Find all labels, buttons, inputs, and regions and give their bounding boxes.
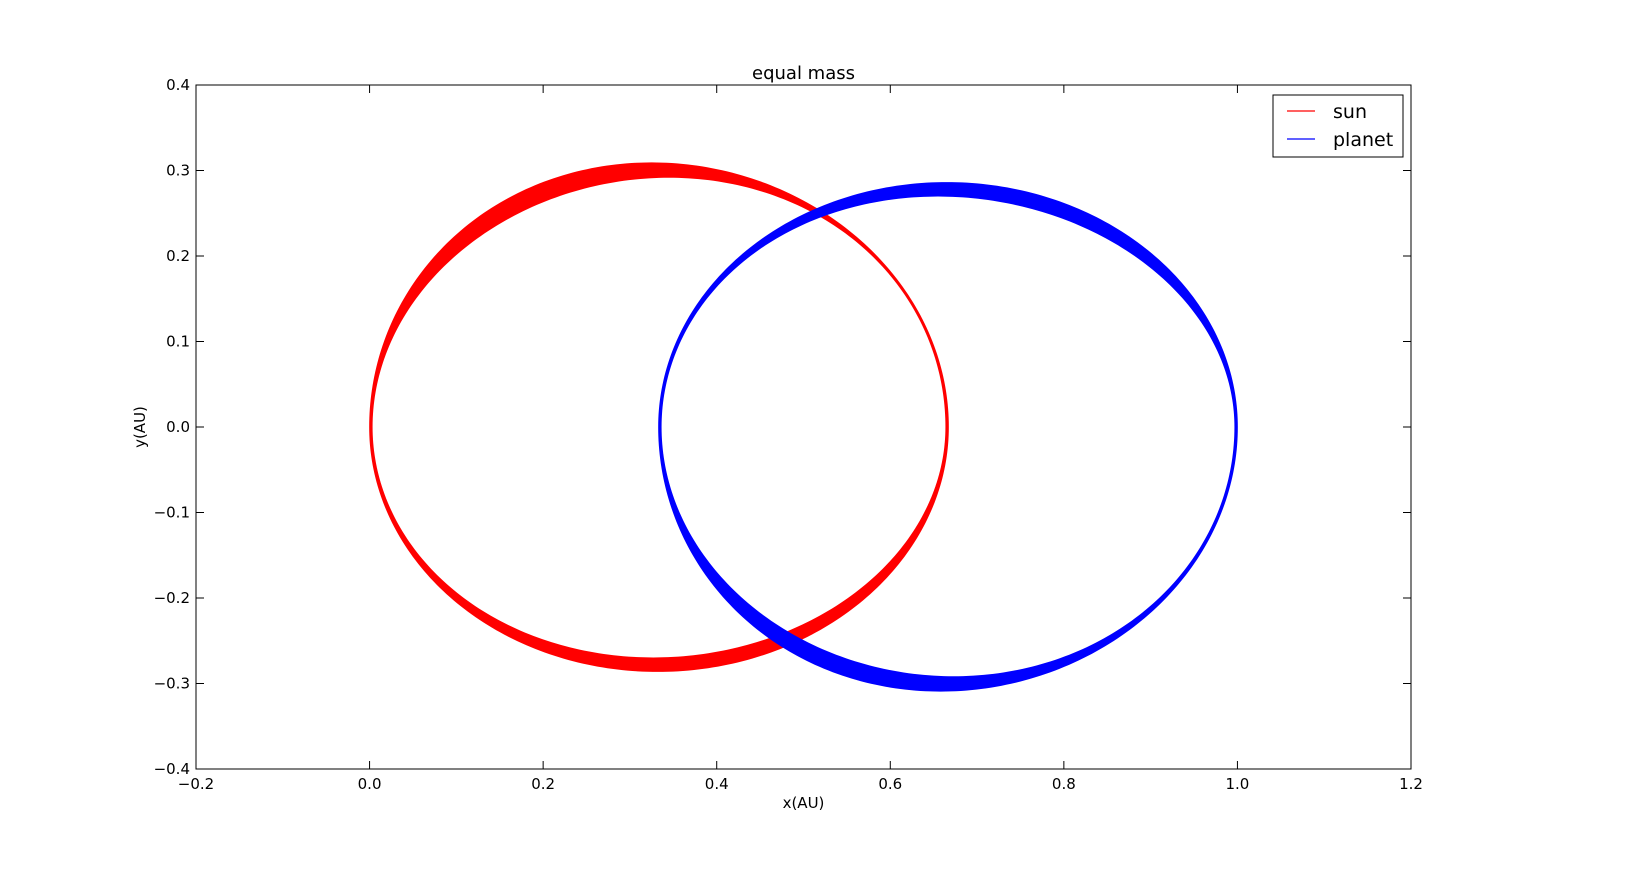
legend-label-sun: sun [1333, 101, 1367, 123]
orbit-sun [369, 162, 949, 672]
ticks: −0.2 0.0 0.2 0.4 0.6 0.8 1.0 1.2 −0.4 −0.3 −0.2 −0.… [154, 76, 1423, 793]
y-tick-label: 0.3 [166, 162, 190, 180]
y-tick-label: 0.2 [166, 247, 190, 265]
y-tick-label: 0.4 [166, 76, 190, 94]
x-tick-label: 0.2 [531, 775, 555, 793]
y-tick-label: 0.0 [166, 418, 190, 436]
x-axis-label: x(AU) [783, 794, 825, 812]
orbit-planet [658, 182, 1238, 692]
x-tick-label: −0.2 [178, 775, 214, 793]
y-axis-label: y(AU) [131, 406, 149, 448]
chart-title: equal mass [752, 63, 855, 84]
y-tick-label: −0.4 [154, 760, 190, 778]
x-tick-label: 0.0 [358, 775, 382, 793]
x-tick-label: 1.2 [1399, 775, 1423, 793]
x-tick-label: 0.8 [1052, 775, 1076, 793]
legend: sun planet [1272, 94, 1404, 158]
plot-series [369, 162, 1238, 692]
legend-label-planet: planet [1333, 129, 1393, 151]
x-tick-label: 0.6 [878, 775, 902, 793]
y-tick-label: −0.2 [154, 589, 190, 607]
x-tick-label: 0.4 [705, 775, 729, 793]
legend-box [1272, 94, 1404, 158]
y-tick-label: 0.1 [166, 333, 190, 351]
y-tick-label: −0.1 [154, 504, 190, 522]
x-tick-label: 1.0 [1225, 775, 1249, 793]
y-tick-label: −0.3 [154, 675, 190, 693]
